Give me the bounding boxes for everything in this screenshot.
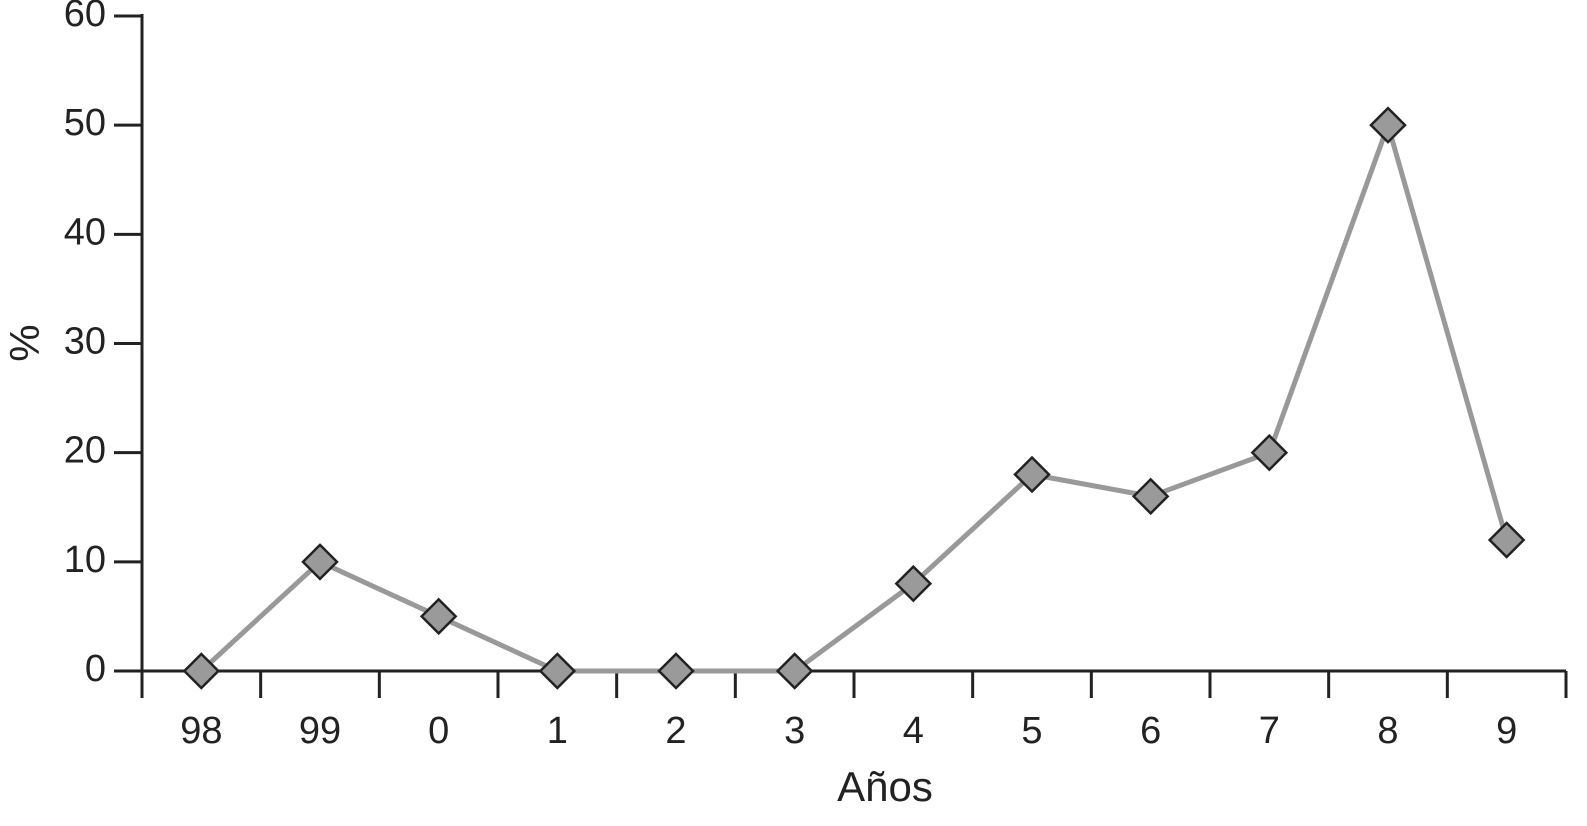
y-tick-label: 20 — [64, 430, 106, 472]
data-marker — [1013, 455, 1051, 494]
data-marker — [182, 652, 221, 690]
data-marker — [419, 597, 458, 636]
y-axis-label: % — [1, 324, 48, 361]
x-tick-label: 7 — [1259, 710, 1280, 752]
y-tick-label: 60 — [64, 0, 106, 35]
data-marker — [538, 652, 577, 690]
data-marker — [1131, 477, 1170, 516]
x-tick-label: 2 — [665, 710, 686, 752]
data-marker — [894, 564, 933, 603]
data-marker — [1250, 433, 1289, 472]
data-marker — [1487, 521, 1526, 559]
x-tick-label: 1 — [547, 710, 568, 752]
y-tick-label: 30 — [64, 321, 106, 363]
data-marker — [657, 652, 695, 690]
x-tick-label: 0 — [428, 710, 449, 752]
y-tick-label: 10 — [64, 539, 106, 581]
data-marker — [1369, 106, 1407, 144]
data-marker — [775, 652, 814, 690]
x-tick-label: 3 — [784, 710, 805, 752]
x-axis-label: Años — [837, 763, 933, 810]
x-tick-label: 8 — [1377, 710, 1398, 752]
x-tick-label: 6 — [1140, 710, 1161, 752]
data-marker — [301, 543, 339, 581]
x-tick-label: 9 — [1496, 710, 1517, 752]
y-tick-label: 40 — [64, 211, 106, 253]
y-tick-label: 50 — [64, 102, 106, 144]
x-tick-label: 4 — [903, 710, 924, 752]
data-line — [199, 122, 1510, 674]
x-tick-label: 98 — [180, 710, 222, 752]
y-tick-label: 0 — [85, 648, 106, 690]
x-tick-label: 5 — [1021, 710, 1042, 752]
x-tick-label: 99 — [299, 710, 341, 752]
